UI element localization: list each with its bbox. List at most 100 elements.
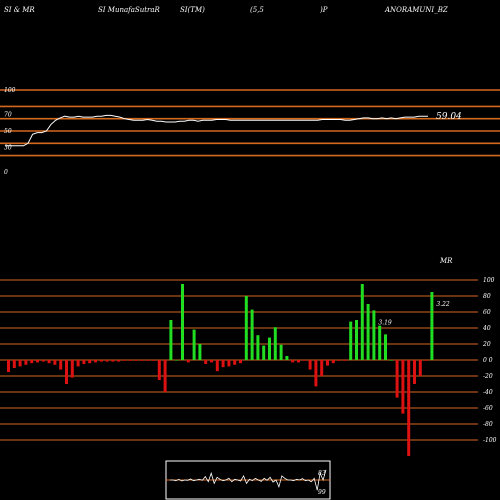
mr-tick-label: -100 xyxy=(483,437,497,444)
mr-bar xyxy=(233,360,237,365)
mr-bar xyxy=(291,360,295,363)
mr-bar xyxy=(105,360,109,362)
mr-bar-label: 3.22 xyxy=(436,301,450,308)
header-text-4: (5,5 xyxy=(250,6,264,14)
mr-bar xyxy=(418,360,422,376)
mr-bar xyxy=(384,334,387,360)
mr-bar xyxy=(24,360,28,365)
mr-bar xyxy=(239,360,242,364)
mr-bar xyxy=(204,360,208,364)
mini-series-line xyxy=(170,469,327,491)
mr-bar xyxy=(360,284,364,360)
mr-bar xyxy=(424,360,428,361)
mr-bar xyxy=(123,360,126,361)
header-text-2: SI MunafaSutraR xyxy=(98,6,160,14)
mr-bar xyxy=(430,292,434,360)
mr-bar-label: 3.19 xyxy=(378,319,392,326)
rsi-tick-label: 30 xyxy=(4,144,12,151)
mr-bar xyxy=(70,360,74,378)
mr-bar xyxy=(285,356,289,360)
mr-bar xyxy=(175,360,179,361)
mr-tick-label: 80 xyxy=(483,293,491,300)
mr-bar xyxy=(401,360,405,414)
mr-bar xyxy=(349,321,353,360)
mr-tick-label: 40 xyxy=(482,325,491,332)
mr-bar xyxy=(186,360,190,363)
mr-bar xyxy=(128,360,132,361)
rsi-tick-label: 70 xyxy=(4,112,12,119)
mr-bar xyxy=(76,360,80,367)
mr-bar xyxy=(210,360,213,363)
mr-bar xyxy=(372,310,376,360)
mr-bar xyxy=(331,360,335,364)
mr-bar xyxy=(152,360,155,361)
mr-bar xyxy=(41,360,45,362)
mr-bar xyxy=(36,360,39,363)
header-text-3: SI(TM) xyxy=(180,6,205,14)
mr-bar xyxy=(198,344,202,360)
mr-tick-label: 60 xyxy=(483,309,491,316)
mr-bar xyxy=(157,360,161,380)
mr-title: MR xyxy=(439,257,453,265)
mr-bar xyxy=(395,360,399,398)
rsi-tick-label: 50 xyxy=(4,128,12,135)
mr-bar xyxy=(163,360,167,392)
mr-bar xyxy=(88,360,92,364)
mr-bar xyxy=(82,360,86,364)
mr-bar xyxy=(389,360,393,361)
mr-bar xyxy=(53,360,57,365)
mr-bar xyxy=(221,360,225,368)
mr-bar xyxy=(146,360,150,361)
mr-bar xyxy=(297,360,300,363)
header-text-6: ANORAMUNI_BZ xyxy=(385,6,448,14)
mr-bar xyxy=(256,335,260,360)
mini-label: 99 xyxy=(318,489,326,496)
mr-tick-label: -80 xyxy=(483,421,493,428)
mr-tick-label: 100 xyxy=(483,277,495,284)
mr-bar xyxy=(308,360,312,370)
mr-bar xyxy=(279,344,283,360)
mr-bar xyxy=(227,360,231,367)
mr-bar xyxy=(134,360,138,361)
mr-bar xyxy=(111,360,115,362)
mr-bar xyxy=(268,337,271,360)
rsi-tick-label: 100 xyxy=(4,87,16,94)
rsi-series-line xyxy=(5,114,428,147)
mr-bar xyxy=(94,360,97,363)
mr-tick-label: -60 xyxy=(483,405,493,412)
header-text-5: )P xyxy=(320,6,328,14)
mr-bar xyxy=(407,360,411,456)
mr-bar xyxy=(314,360,318,387)
mr-bar xyxy=(337,360,341,361)
header-text-1: SI & MR xyxy=(4,6,35,14)
mr-bar xyxy=(65,360,68,384)
mr-bar xyxy=(250,309,254,360)
mr-bar xyxy=(302,360,306,361)
mr-bar xyxy=(12,360,16,368)
rsi-last-value-label: 59.04 xyxy=(436,112,462,122)
mr-bar xyxy=(320,360,324,376)
mr-bar xyxy=(7,360,10,372)
mr-bar xyxy=(244,296,248,360)
mr-bar xyxy=(413,360,416,384)
mr-bar xyxy=(192,329,196,360)
mr-bar xyxy=(117,360,121,362)
mr-bar xyxy=(366,304,370,360)
mr-bar xyxy=(30,360,34,364)
mini-label: 83 xyxy=(318,470,326,477)
mr-bar xyxy=(47,360,51,364)
mr-tick-label: -40 xyxy=(483,389,493,396)
mr-tick-label: -20 xyxy=(483,373,493,380)
mr-bar xyxy=(343,360,347,361)
mr-bar xyxy=(273,327,277,360)
mr-bar xyxy=(355,320,358,360)
mr-bar xyxy=(378,325,382,360)
mr-bar xyxy=(18,360,22,367)
mr-bar xyxy=(262,345,266,360)
mr-bar xyxy=(140,360,144,361)
mr-bar xyxy=(326,360,329,366)
rsi-tick-label: 0 xyxy=(4,169,8,176)
mr-bar xyxy=(215,360,219,372)
mr-bar xyxy=(169,320,173,360)
